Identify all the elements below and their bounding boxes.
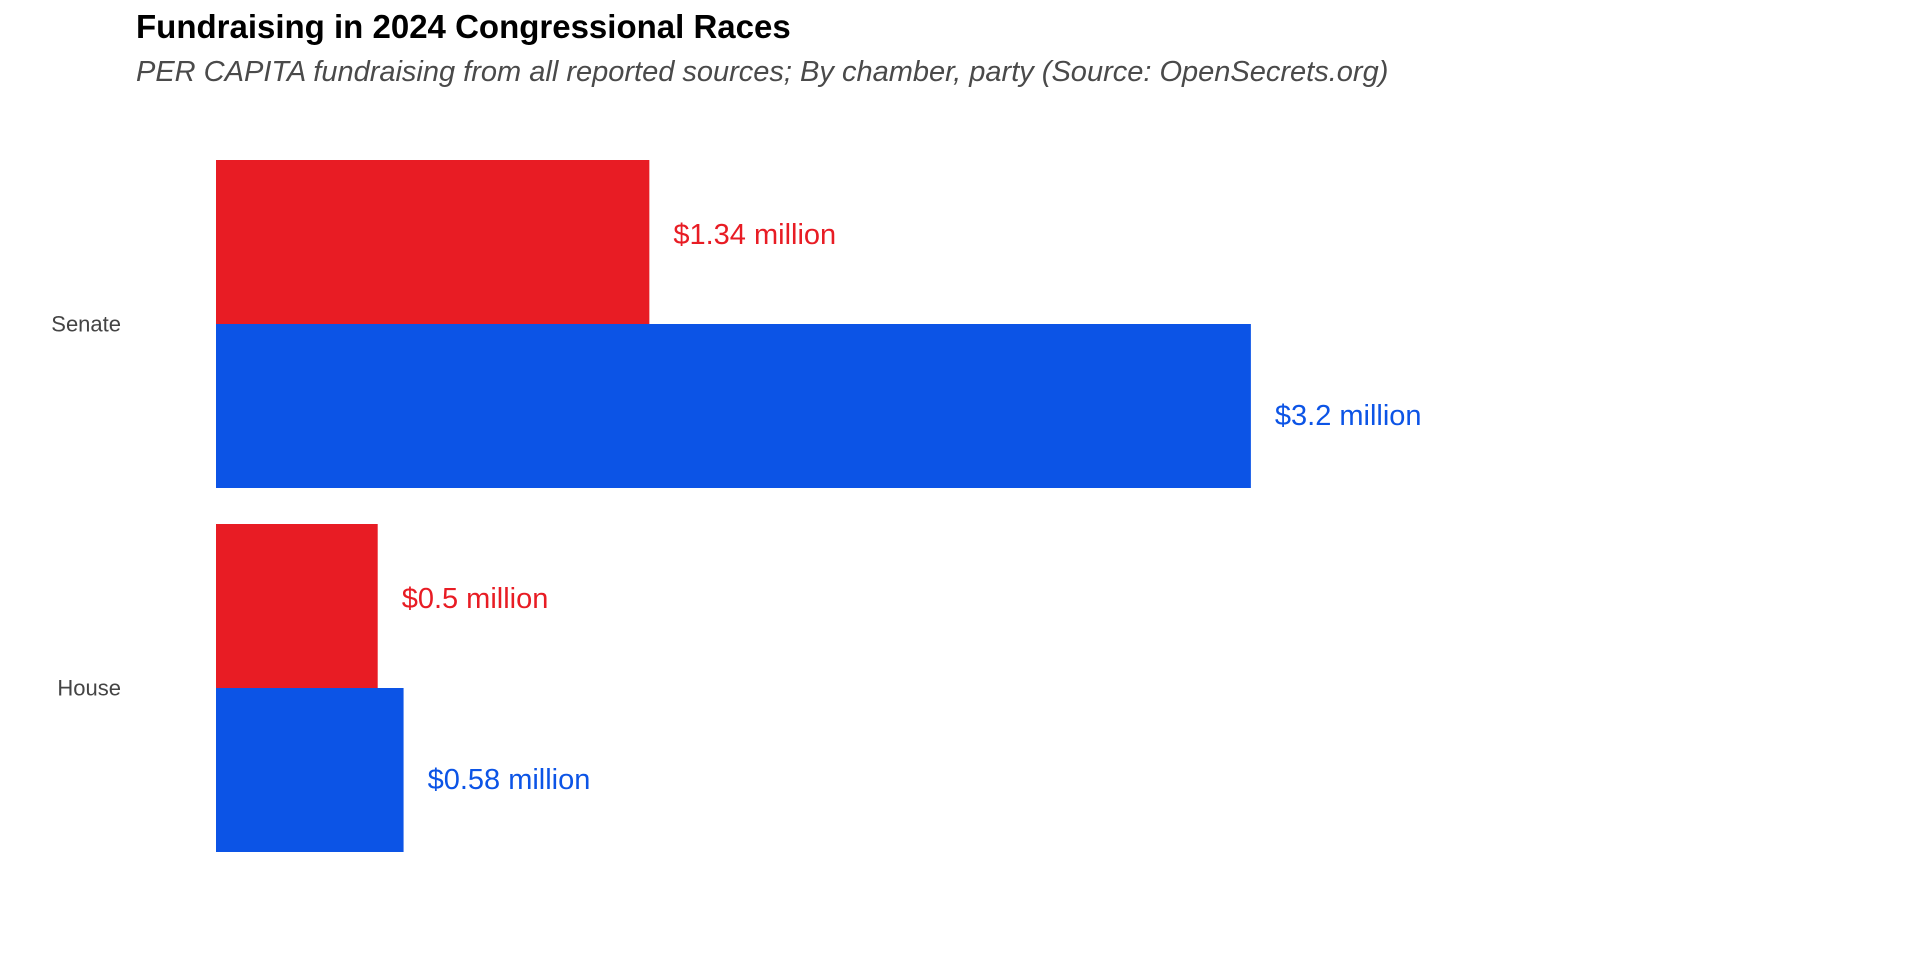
category-axis: Senate House: [51, 312, 121, 701]
data-label-house-series-1: $0.5 million: [402, 583, 549, 615]
data-label-house-series-2: $0.58 million: [428, 764, 591, 796]
chart-title: Fundraising in 2024 Congressional Races: [136, 8, 791, 45]
bar-senate-series-2: [216, 324, 1251, 488]
bar-senate-series-1: [216, 160, 650, 324]
category-label-senate: Senate: [51, 312, 121, 337]
category-label-house: House: [57, 676, 121, 701]
labels-layer: $1.34 million $3.2 million $0.5 million $0.…: [402, 219, 1422, 796]
data-label-senate-series-1: $1.34 million: [673, 219, 836, 251]
data-label-senate-series-2: $3.2 million: [1275, 400, 1422, 432]
chart-subtitle: PER CAPITA fundraising from all reported…: [136, 56, 1389, 88]
bars-layer: [216, 160, 1251, 852]
bar-house-series-2: [216, 688, 404, 852]
bar-house-series-1: [216, 524, 378, 688]
